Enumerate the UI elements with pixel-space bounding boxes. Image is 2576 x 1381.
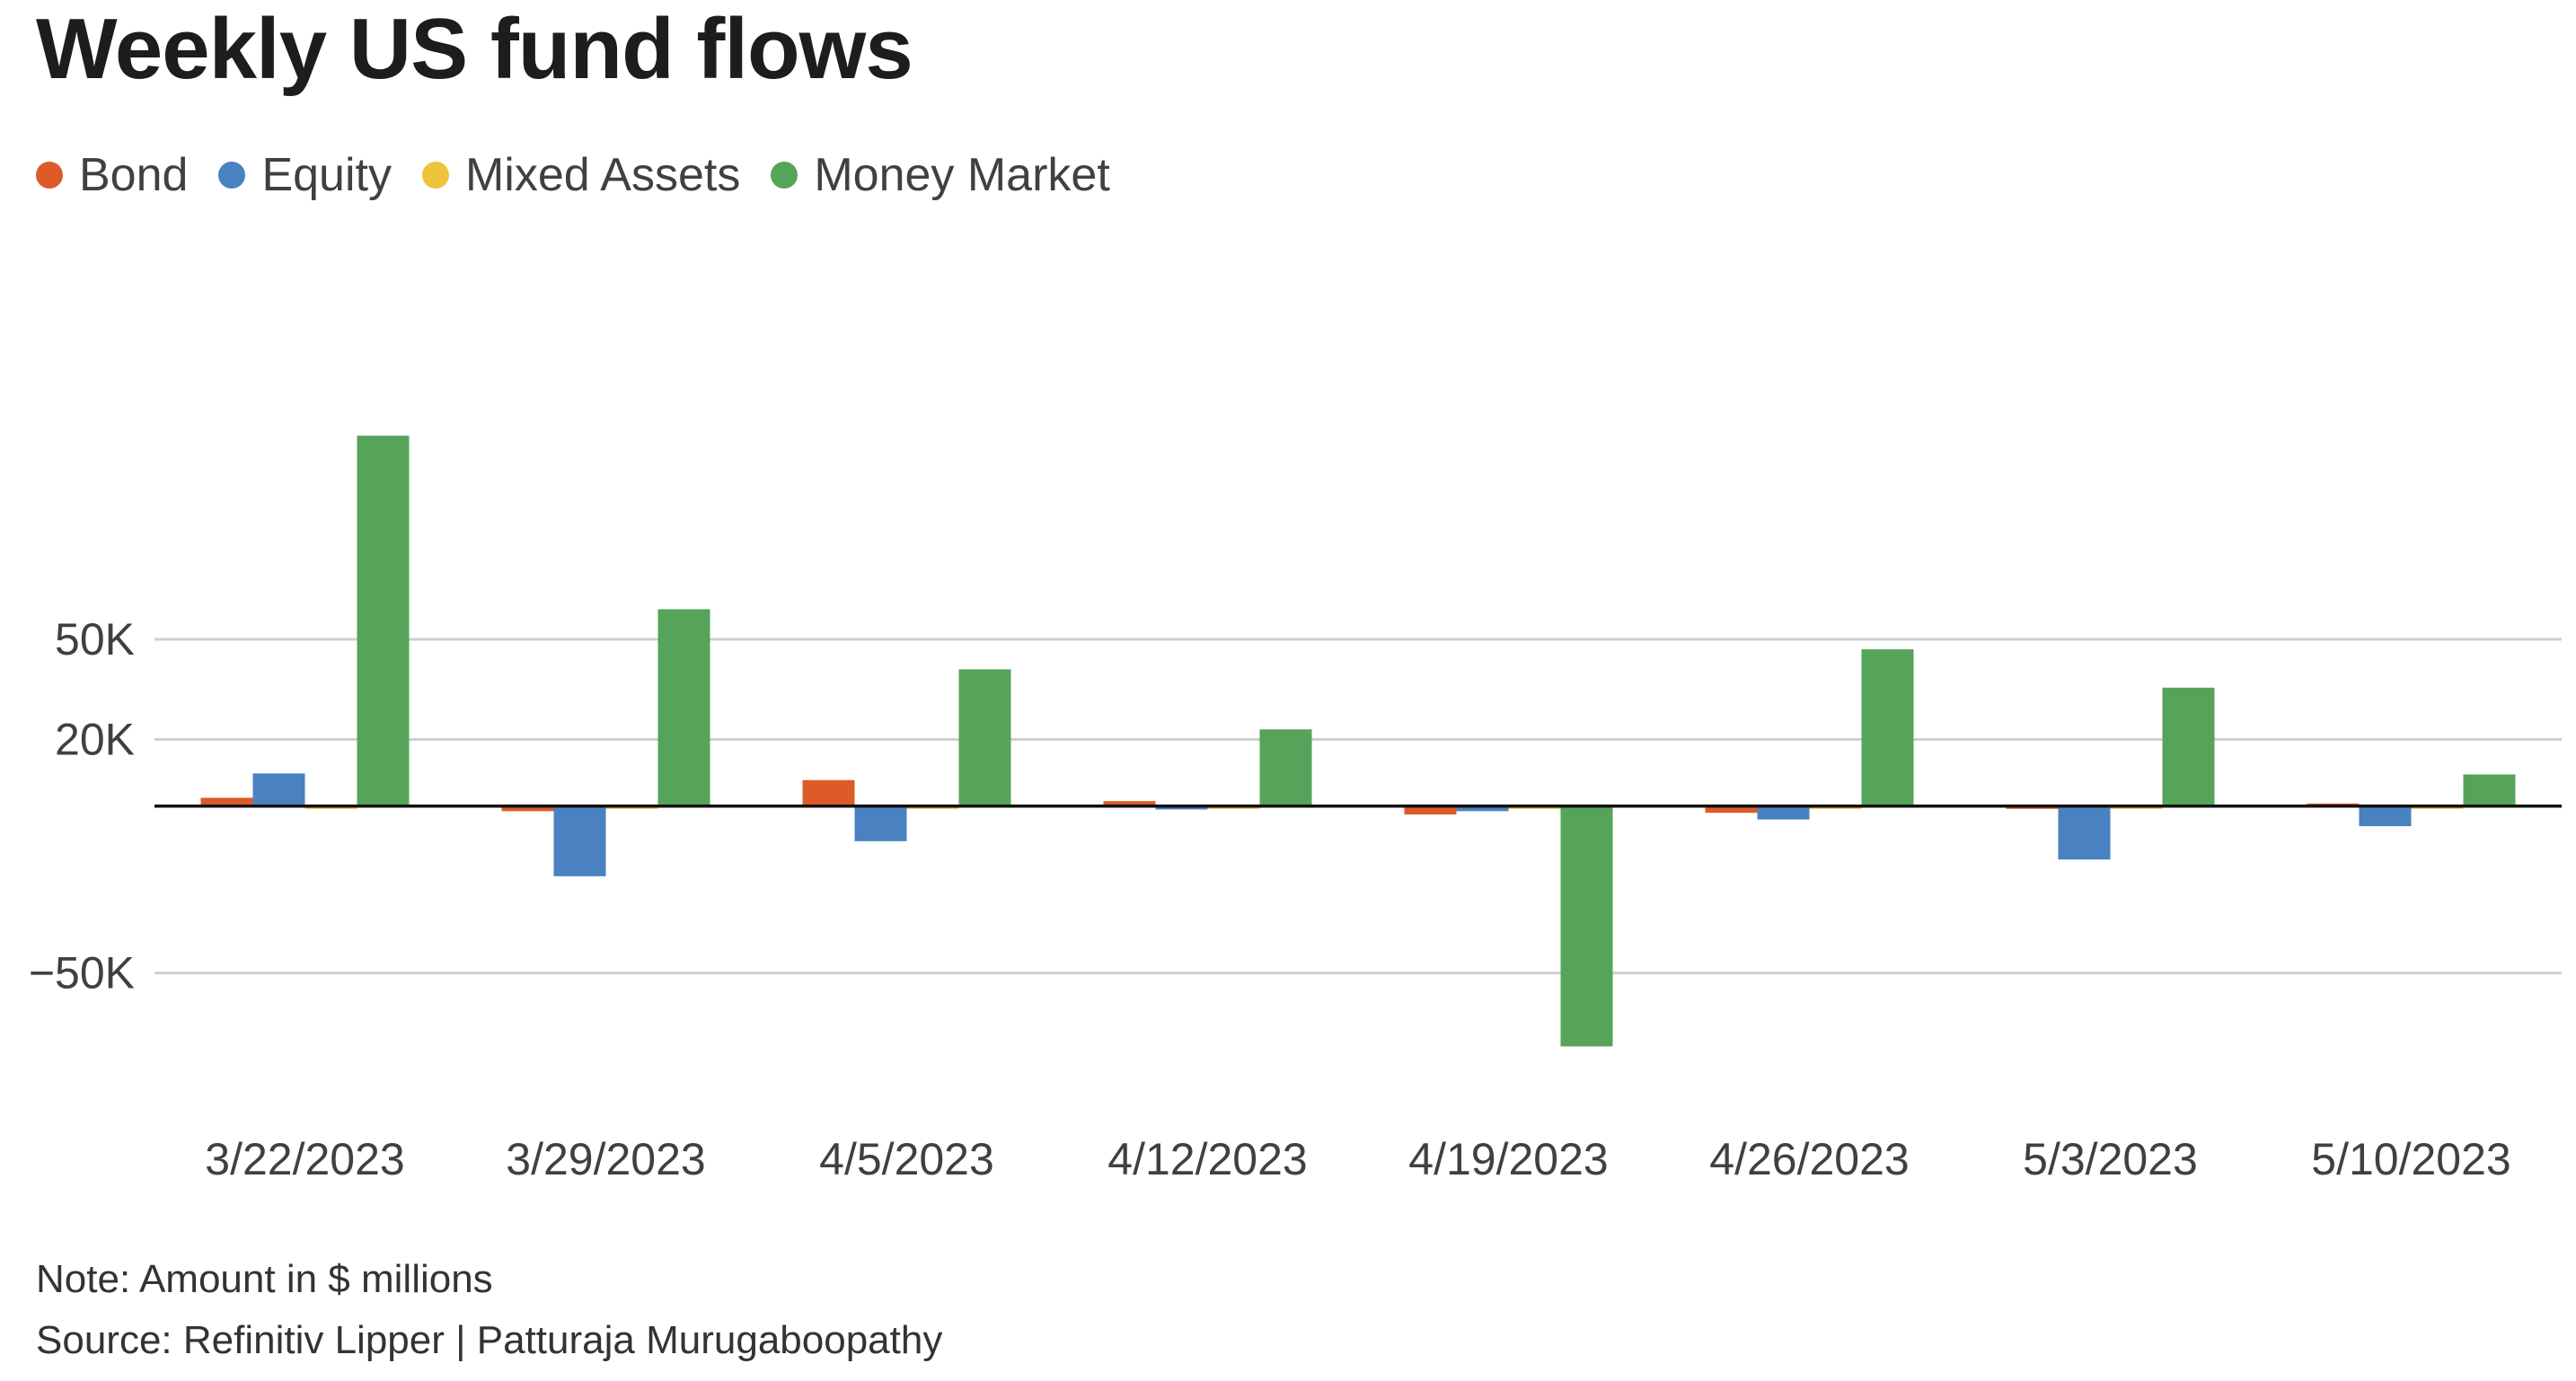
- legend-label-equity: Equity: [261, 149, 392, 201]
- chart-legend: Bond Equity Mixed Assets Money Market: [36, 144, 1141, 207]
- legend-label-money-market: Money Market: [814, 149, 1110, 201]
- legend-swatch-mixed-assets: [421, 162, 449, 189]
- bar-money-market-5-3-2023: [2162, 687, 2215, 806]
- legend-swatch-money-market: [771, 162, 798, 189]
- legend-swatch-equity: [218, 162, 246, 189]
- bar-bond-3-22-2023: [200, 797, 253, 806]
- bar-equity-4-19-2023: [1456, 805, 1509, 812]
- bar-bond-4-19-2023: [1404, 805, 1457, 815]
- legend-item-bond: Bond: [36, 148, 188, 202]
- legend-item-mixed-assets: Mixed Assets: [421, 148, 741, 202]
- bar-equity-4-12-2023: [1155, 805, 1208, 810]
- x-tick-label: 3/29/2023: [506, 1134, 705, 1184]
- legend-swatch-bond: [36, 162, 63, 189]
- chart-title: Weekly US fund flows: [36, 1, 913, 97]
- legend-item-equity: Equity: [218, 148, 392, 202]
- bar-money-market-3-29-2023: [657, 609, 710, 806]
- x-tick-label: 4/19/2023: [1408, 1134, 1608, 1184]
- x-tick-label: 5/3/2023: [2023, 1134, 2198, 1184]
- legend-label-bond: Bond: [79, 149, 189, 201]
- bar-money-market-4-12-2023: [1259, 729, 1312, 806]
- x-tick-label: 3/22/2023: [205, 1134, 404, 1184]
- bar-money-market-4-26-2023: [1861, 649, 1914, 806]
- bar-money-market-4-5-2023: [958, 669, 1011, 806]
- x-tick-label: 4/26/2023: [1709, 1134, 1909, 1184]
- chart-note: Note: Amount in $ millions: [36, 1257, 493, 1301]
- legend-label-mixed-assets: Mixed Assets: [464, 149, 741, 201]
- chart-source: Source: Refinitiv Lipper | Patturaja Mur…: [36, 1318, 943, 1362]
- bar-bond-4-26-2023: [1705, 805, 1758, 814]
- bar-equity-3-22-2023: [252, 773, 305, 806]
- bar-equity-4-5-2023: [854, 805, 907, 841]
- bar-money-market-4-19-2023: [1560, 805, 1613, 1047]
- bar-equity-5-3-2023: [2058, 805, 2111, 860]
- x-tick-label: 5/10/2023: [2311, 1134, 2510, 1184]
- y-tick-label: −50K: [29, 948, 135, 998]
- bar-money-market-3-22-2023: [357, 435, 410, 806]
- y-tick-label: 20K: [55, 714, 135, 764]
- bar-equity-3-29-2023: [553, 805, 606, 876]
- bar-money-market-5-10-2023: [2463, 774, 2516, 806]
- legend-item-money-market: Money Market: [771, 148, 1110, 202]
- y-tick-label: 50K: [55, 614, 135, 664]
- bar-bond-4-5-2023: [802, 779, 855, 806]
- bar-equity-5-10-2023: [2359, 805, 2412, 827]
- x-tick-label: 4/12/2023: [1107, 1134, 1307, 1184]
- bar-equity-4-26-2023: [1757, 805, 1810, 820]
- x-tick-label: 4/5/2023: [819, 1134, 994, 1184]
- bar-bond-4-12-2023: [1103, 801, 1156, 806]
- bar-bond-3-29-2023: [501, 805, 554, 812]
